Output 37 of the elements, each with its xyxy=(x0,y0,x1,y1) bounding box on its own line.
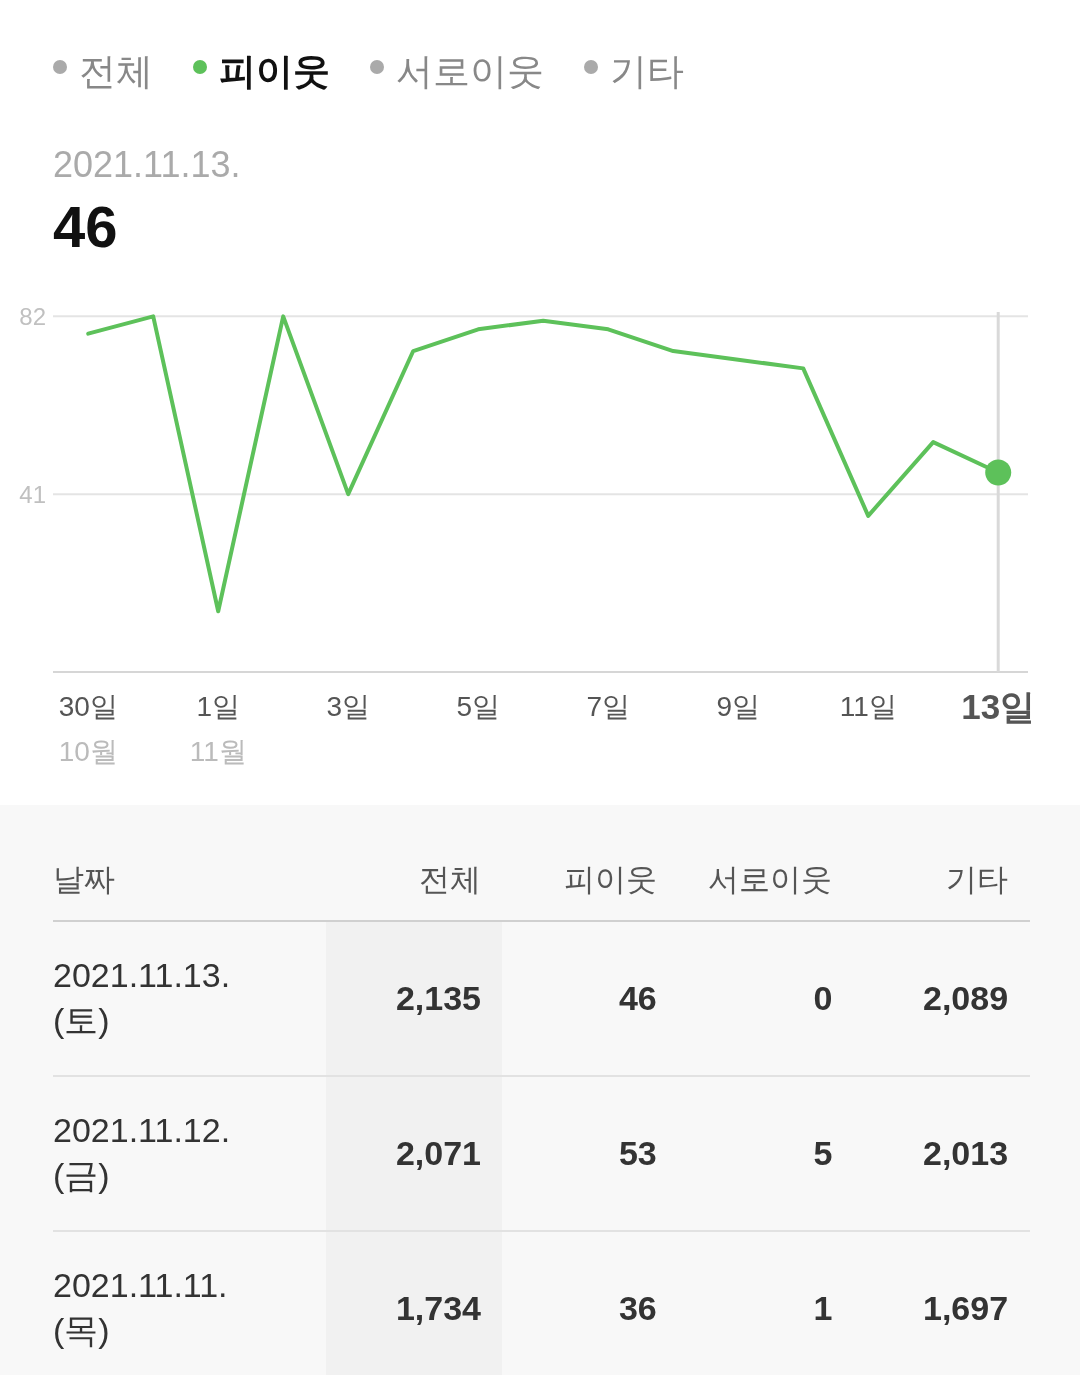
text: 2021.11.13. xyxy=(53,143,241,187)
text: 서로이웃 xyxy=(396,50,544,94)
category-label: 2021.11.11. (목) xyxy=(53,1265,229,1351)
x-tick-label: 7일 xyxy=(586,691,630,722)
data-label: 2,135 xyxy=(395,978,481,1019)
x-tick-label: 13일 xyxy=(961,687,1036,726)
y-tick-label: 41 xyxy=(19,480,46,508)
data-label: 46 xyxy=(618,978,657,1019)
data-label: 1,697 xyxy=(923,1288,1009,1329)
data-label: 2,013 xyxy=(923,1133,1009,1174)
data-label: 1 xyxy=(813,1288,833,1329)
x-tick-label: 30일 10월 xyxy=(58,691,118,767)
legend-label: 기타 xyxy=(946,861,1009,899)
text: 46 xyxy=(53,194,118,260)
x-tick-label: 11일 xyxy=(839,691,897,722)
x-tick-label: 1일 11월 xyxy=(189,691,247,767)
y-tick-label: 82 xyxy=(19,302,46,330)
x-tick-label: 9일 xyxy=(716,691,760,722)
data-label: 2,071 xyxy=(395,1133,481,1174)
data-label: 0 xyxy=(813,978,833,1019)
data-label: 2,089 xyxy=(923,978,1009,1019)
data-label: 53 xyxy=(618,1133,657,1174)
data-label: 5 xyxy=(813,1133,833,1174)
data-label: 1,734 xyxy=(395,1288,481,1329)
legend: 피이웃 xyxy=(193,49,330,95)
x-tick-label: 3일 xyxy=(326,691,370,722)
legend-label: 피이웃 xyxy=(219,50,330,94)
legend-label: 서로이웃 xyxy=(708,861,833,899)
text: 날짜 xyxy=(53,861,115,899)
text: 전체 xyxy=(79,50,153,94)
x-tick-label: 5일 xyxy=(456,691,500,722)
data-label: 36 xyxy=(618,1288,657,1329)
legend-label: 전체 xyxy=(419,861,481,899)
category-label: 2021.11.12. (금) xyxy=(53,1110,232,1196)
category-label: 2021.11.13. (토) xyxy=(53,955,232,1041)
legend-label: 피이웃 xyxy=(563,861,657,899)
text: 기타 xyxy=(610,50,684,94)
